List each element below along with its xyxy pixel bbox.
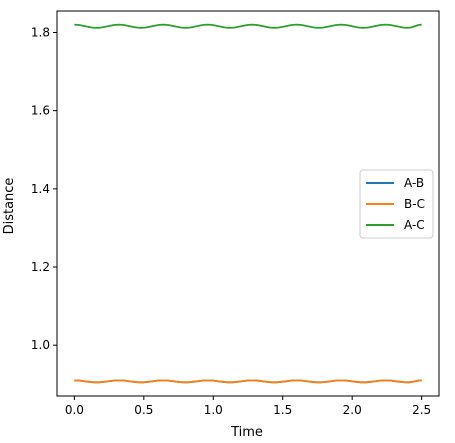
plot-frame <box>56 10 440 397</box>
y-tick-label: 1.4 <box>31 182 50 196</box>
legend-label-a-c: A-C <box>404 218 425 232</box>
y-tick-label: 1.0 <box>31 338 50 352</box>
legend-label-a-b: A-B <box>404 176 424 190</box>
legend-box <box>359 169 434 239</box>
y-tick-label: 1.6 <box>31 104 50 118</box>
x-tick-label: 2.5 <box>412 403 431 417</box>
legend: A-B B-C A-C <box>359 169 434 239</box>
y-tick-label: 1.8 <box>31 25 50 39</box>
series-line-a-c <box>74 23 422 29</box>
y-axis-label: Distance <box>2 178 17 235</box>
x-tick-label: 2.0 <box>343 403 362 417</box>
x-tick-label: 0.0 <box>65 403 84 417</box>
x-tick-label: 0.5 <box>134 403 153 417</box>
x-axis-label: Time <box>230 425 263 440</box>
series-line-b-c <box>74 379 422 384</box>
legend-label-b-c: B-C <box>404 197 425 211</box>
x-tick-label: 1.5 <box>273 403 292 417</box>
x-tick-label: 1.0 <box>204 403 223 417</box>
y-tick-label: 1.2 <box>31 260 50 274</box>
